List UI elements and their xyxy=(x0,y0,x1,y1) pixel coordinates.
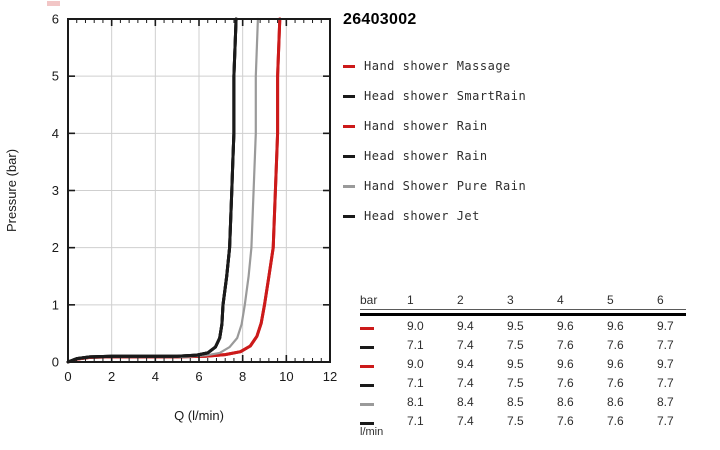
row-series-swatch xyxy=(360,345,374,349)
flow-value-cell: 7.6 xyxy=(607,337,624,352)
flow-value-cell: 7.6 xyxy=(557,375,574,390)
pressure-column-header: 6 xyxy=(657,292,664,307)
flow-value-cell: 9.6 xyxy=(557,356,574,371)
flow-rate-table: bar 1 2 3 4 5 6 9.0 9.4 9.5 9.6 9.6 9.7 7.1 7.4 7.5 7.6 7… xyxy=(360,292,686,438)
flow-value-cell: 7.1 xyxy=(407,375,424,390)
flow-value-cell: 9.6 xyxy=(557,318,574,333)
flow-value-cell: 7.1 xyxy=(407,413,424,428)
legend-item: Hand shower Rain xyxy=(343,111,526,141)
unit-footer-label: l/min xyxy=(360,426,384,438)
series-color-swatch xyxy=(343,94,355,98)
pressure-column-header: 4 xyxy=(557,292,564,307)
flow-value-cell: 7.4 xyxy=(457,413,474,428)
flow-value-cell: 8.4 xyxy=(457,394,474,409)
flow-value-cell: 7.7 xyxy=(657,375,674,390)
table-header-row: bar 1 2 3 4 5 6 xyxy=(360,292,686,310)
flow-value-cell: 9.7 xyxy=(657,356,674,371)
x-tick-label: 6 xyxy=(195,369,202,384)
y-axis-label: Pressure (bar) xyxy=(4,149,19,232)
x-axis-label: Q (l/min) xyxy=(174,408,224,423)
series-color-swatch xyxy=(343,124,355,128)
table-row: 7.1 7.4 7.5 7.6 7.6 7.7 xyxy=(360,335,686,354)
y-tick-label: 6 xyxy=(52,12,59,27)
flow-value-cell: 7.6 xyxy=(607,375,624,390)
x-tick-label: 12 xyxy=(323,369,337,384)
flow-value-cell: 9.5 xyxy=(507,318,524,333)
flow-value-cell: 9.5 xyxy=(507,356,524,371)
flow-value-cell: 7.1 xyxy=(407,337,424,352)
series-color-swatch xyxy=(343,64,355,68)
flow-value-cell: 7.6 xyxy=(557,413,574,428)
flow-value-cell: 7.7 xyxy=(657,413,674,428)
flow-value-cell: 9.4 xyxy=(457,356,474,371)
flow-value-cell: 7.5 xyxy=(507,413,524,428)
table-divider-rule xyxy=(360,313,686,316)
y-tick-label: 3 xyxy=(52,183,59,198)
x-tick-label: 2 xyxy=(108,369,115,384)
flow-value-cell: 7.5 xyxy=(507,375,524,390)
row-series-swatch xyxy=(360,364,374,368)
table-row: 9.0 9.4 9.5 9.6 9.6 9.7 xyxy=(360,316,686,335)
edge-artifact xyxy=(47,1,60,6)
flow-value-cell: 9.0 xyxy=(407,318,424,333)
series-color-swatch xyxy=(343,154,355,158)
legend-item: Head shower Rain xyxy=(343,141,526,171)
flow-value-cell: 9.4 xyxy=(457,318,474,333)
pressure-column-header: 5 xyxy=(607,292,614,307)
table-row: 7.1 7.4 7.5 7.6 7.6 7.7 xyxy=(360,411,686,430)
table-row: 9.0 9.4 9.5 9.6 9.6 9.7 xyxy=(360,354,686,373)
series-color-swatch xyxy=(343,184,355,188)
pressure-column-header: 3 xyxy=(507,292,514,307)
legend-label: Hand shower Rain xyxy=(364,119,488,133)
legend-label: Head shower Rain xyxy=(364,149,488,163)
legend-item: Head shower SmartRain xyxy=(343,81,526,111)
flow-value-cell: 9.6 xyxy=(607,356,624,371)
legend-item: Hand Shower Pure Rain xyxy=(343,171,526,201)
row-series-swatch xyxy=(360,326,374,330)
x-tick-label: 0 xyxy=(64,369,71,384)
pressure-column-header: 1 xyxy=(407,292,414,307)
y-tick-label: 4 xyxy=(52,126,59,141)
flow-value-cell: 7.5 xyxy=(507,337,524,352)
flow-value-cell: 7.4 xyxy=(457,337,474,352)
product-code: 26403002 xyxy=(343,11,417,28)
x-tick-label: 4 xyxy=(152,369,159,384)
x-tick-label: 8 xyxy=(239,369,246,384)
flow-value-cell: 8.7 xyxy=(657,394,674,409)
series-color-swatch xyxy=(343,214,355,218)
legend-label: Hand Shower Pure Rain xyxy=(364,179,527,193)
legend-label: Hand shower Massage xyxy=(364,59,511,73)
pressure-column-header: 2 xyxy=(457,292,464,307)
legend-label: Head shower Jet xyxy=(364,209,480,223)
flow-value-cell: 9.6 xyxy=(607,318,624,333)
y-tick-label: 5 xyxy=(52,69,59,84)
table-row: 8.1 8.4 8.5 8.6 8.6 8.7 xyxy=(360,392,686,411)
flow-value-cell: 8.6 xyxy=(557,394,574,409)
flow-value-cell: 8.6 xyxy=(607,394,624,409)
y-tick-label: 1 xyxy=(52,297,59,312)
row-series-swatch xyxy=(360,402,374,406)
legend-label: Head shower SmartRain xyxy=(364,89,527,103)
flow-value-cell: 7.4 xyxy=(457,375,474,390)
flow-value-cell: 7.7 xyxy=(657,337,674,352)
flow-value-cell: 7.6 xyxy=(557,337,574,352)
flow-value-cell: 9.0 xyxy=(407,356,424,371)
y-tick-label: 0 xyxy=(52,355,59,370)
flow-value-cell: 8.1 xyxy=(407,394,424,409)
legend-item: Hand shower Massage xyxy=(343,51,526,81)
flow-value-cell: 8.5 xyxy=(507,394,524,409)
legend-item: Head shower Jet xyxy=(343,201,526,231)
y-tick-label: 2 xyxy=(52,240,59,255)
table-row: 7.1 7.4 7.5 7.6 7.6 7.7 xyxy=(360,373,686,392)
series-legend: Hand shower Massage Head shower SmartRai… xyxy=(343,51,526,231)
row-series-swatch xyxy=(360,421,374,425)
flow-value-cell: 9.7 xyxy=(657,318,674,333)
flow-value-cell: 7.6 xyxy=(607,413,624,428)
unit-header-bar: bar xyxy=(360,292,378,307)
x-tick-label: 10 xyxy=(279,369,293,384)
row-series-swatch xyxy=(360,383,374,387)
